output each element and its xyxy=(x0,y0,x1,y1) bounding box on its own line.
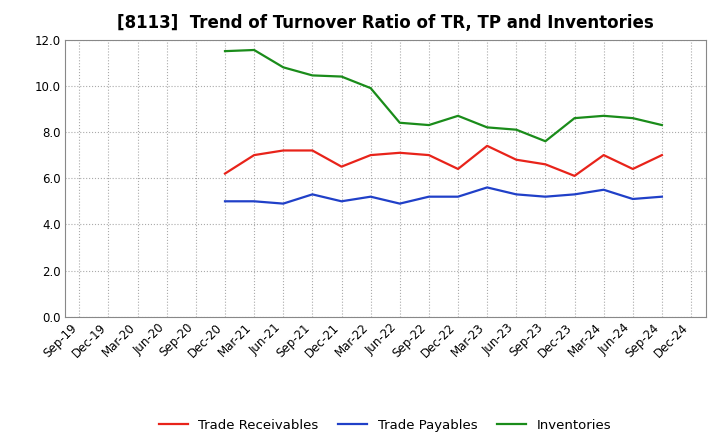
Trade Payables xyxy=(279,201,287,206)
Trade Receivables xyxy=(570,173,579,179)
Inventories xyxy=(629,115,637,121)
Trade Receivables xyxy=(629,166,637,172)
Inventories xyxy=(366,85,375,91)
Inventories xyxy=(541,139,550,144)
Inventories xyxy=(308,73,317,78)
Inventories xyxy=(570,115,579,121)
Trade Payables xyxy=(541,194,550,199)
Inventories xyxy=(483,125,492,130)
Trade Receivables xyxy=(366,152,375,158)
Trade Receivables xyxy=(308,148,317,153)
Trade Receivables xyxy=(279,148,287,153)
Trade Payables xyxy=(366,194,375,199)
Trade Payables xyxy=(425,194,433,199)
Trade Receivables xyxy=(541,161,550,167)
Trade Payables xyxy=(454,194,462,199)
Inventories xyxy=(279,65,287,70)
Line: Trade Receivables: Trade Receivables xyxy=(225,146,662,176)
Inventories xyxy=(512,127,521,132)
Trade Receivables xyxy=(250,152,258,158)
Legend: Trade Receivables, Trade Payables, Inventories: Trade Receivables, Trade Payables, Inven… xyxy=(152,412,618,439)
Line: Trade Payables: Trade Payables xyxy=(225,187,662,204)
Inventories xyxy=(395,120,404,125)
Trade Receivables xyxy=(220,171,229,176)
Trade Receivables xyxy=(454,166,462,172)
Inventories xyxy=(425,122,433,128)
Title: [8113]  Trend of Turnover Ratio of TR, TP and Inventories: [8113] Trend of Turnover Ratio of TR, TP… xyxy=(117,15,654,33)
Trade Receivables xyxy=(599,152,608,158)
Trade Payables xyxy=(220,198,229,204)
Inventories xyxy=(220,48,229,54)
Trade Receivables xyxy=(395,150,404,155)
Trade Payables xyxy=(570,192,579,197)
Inventories xyxy=(599,113,608,118)
Trade Payables xyxy=(308,192,317,197)
Trade Payables xyxy=(337,198,346,204)
Trade Payables xyxy=(629,196,637,202)
Inventories xyxy=(657,122,666,128)
Trade Payables xyxy=(250,198,258,204)
Trade Receivables xyxy=(337,164,346,169)
Trade Receivables xyxy=(512,157,521,162)
Line: Inventories: Inventories xyxy=(225,50,662,141)
Trade Payables xyxy=(657,194,666,199)
Trade Receivables xyxy=(657,152,666,158)
Inventories xyxy=(337,74,346,79)
Trade Payables xyxy=(599,187,608,192)
Trade Payables xyxy=(395,201,404,206)
Trade Receivables xyxy=(425,152,433,158)
Inventories xyxy=(250,48,258,53)
Trade Payables xyxy=(483,185,492,190)
Inventories xyxy=(454,113,462,118)
Trade Receivables xyxy=(483,143,492,148)
Trade Payables xyxy=(512,192,521,197)
